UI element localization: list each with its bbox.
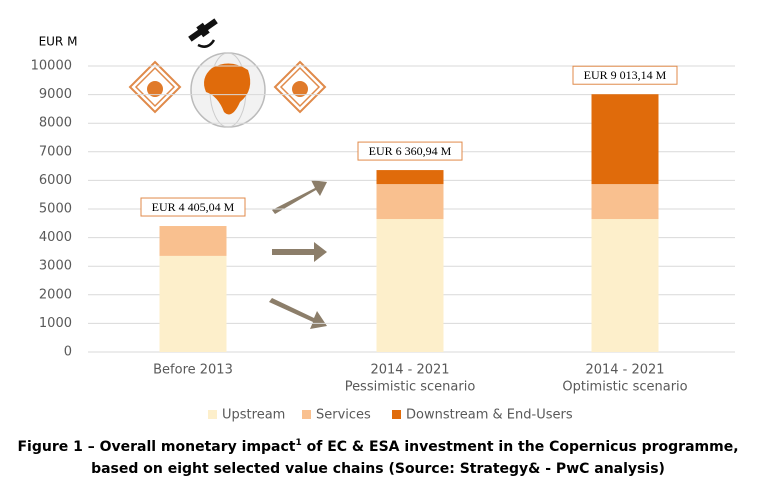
annotation-box [357, 141, 463, 161]
annotation-box [572, 65, 678, 85]
decoration [128, 18, 327, 329]
annotation-box [140, 197, 246, 217]
x-tick-label: 2014 - 2021 [370, 363, 449, 378]
y-tick-label: 2000 [39, 287, 72, 302]
x-tick-label: Before 2013 [153, 363, 233, 378]
legend-label: Upstream [222, 408, 285, 423]
bar-segment [591, 219, 659, 352]
legend-swatch [392, 410, 401, 419]
y-tick-label: 8000 [39, 116, 72, 131]
chart-title: Figure 1 – Overall monetary impact1 of E… [17, 438, 738, 456]
y-tick-label: 0 [64, 345, 72, 360]
legend-swatch [208, 410, 217, 419]
bar-segment [376, 184, 444, 220]
y-tick-label: 5000 [39, 202, 72, 217]
annotation: EUR 4 405,04 M [152, 200, 235, 214]
bar-segment [159, 255, 227, 352]
y-tick-label: 7000 [39, 144, 72, 159]
y-tick-label: 3000 [39, 259, 72, 274]
title-part: 1 [296, 438, 302, 448]
y-tick-label: 9000 [39, 87, 72, 102]
x-tick-label: 2014 - 2021 [585, 363, 664, 378]
y-tick-label: 10000 [31, 59, 72, 74]
annotation: EUR 9 013,14 M [584, 68, 667, 82]
x-tick-label: Pessimistic scenario [345, 380, 476, 395]
bar-segment [591, 184, 659, 220]
bar-segment [376, 170, 444, 185]
x-tick-label: Optimistic scenario [562, 380, 687, 395]
y-tick-label: 4000 [39, 230, 72, 245]
bar-segment [376, 219, 444, 352]
legend-label: Services [316, 408, 371, 423]
annotation: EUR 6 360,94 M [369, 144, 452, 158]
bar-segment [159, 226, 227, 256]
legend-swatch [302, 410, 311, 419]
bar-segment [591, 94, 659, 185]
legend-label: Downstream & End-Users [406, 408, 573, 423]
chart-title-line2: based on eight selected value chains (So… [91, 461, 665, 477]
title-part: of EC & ESA investment in the Copernicus… [302, 439, 739, 455]
title-part: Figure 1 – Overall monetary impact [17, 439, 295, 455]
y-tick-label: 6000 [39, 173, 72, 188]
y-tick-label: 1000 [39, 316, 72, 331]
y-axis-label: EUR M [39, 35, 78, 49]
